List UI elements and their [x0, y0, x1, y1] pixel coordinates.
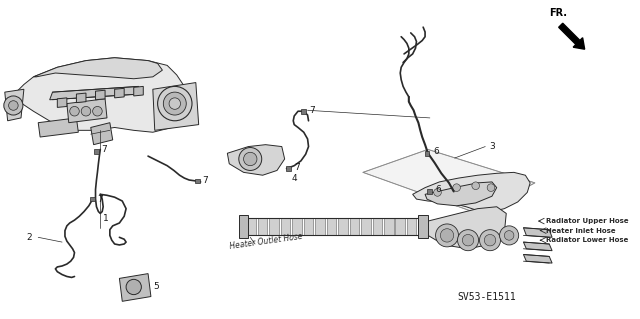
Circle shape: [163, 92, 186, 115]
Polygon shape: [425, 182, 497, 206]
Circle shape: [436, 224, 458, 247]
Polygon shape: [281, 218, 291, 235]
Polygon shape: [4, 89, 24, 121]
Circle shape: [500, 226, 518, 245]
Polygon shape: [413, 172, 530, 211]
Bar: [94, 149, 99, 154]
Circle shape: [8, 101, 18, 110]
Bar: [90, 197, 95, 202]
Polygon shape: [76, 93, 86, 103]
Polygon shape: [120, 274, 151, 301]
Text: Heater Inlet Hose: Heater Inlet Hose: [547, 228, 616, 234]
Bar: [428, 189, 432, 194]
Circle shape: [126, 279, 141, 295]
Bar: [424, 151, 429, 156]
Polygon shape: [420, 207, 506, 249]
Circle shape: [472, 182, 479, 189]
Polygon shape: [304, 218, 314, 235]
Polygon shape: [239, 215, 248, 238]
Circle shape: [157, 86, 192, 121]
Bar: [195, 179, 200, 183]
Text: SV53-E1511: SV53-E1511: [458, 293, 516, 302]
Polygon shape: [67, 99, 107, 123]
Circle shape: [70, 107, 79, 116]
Polygon shape: [292, 218, 302, 235]
Circle shape: [169, 98, 180, 109]
Circle shape: [487, 184, 495, 191]
Text: 7: 7: [310, 106, 316, 115]
Circle shape: [4, 96, 23, 115]
Bar: [301, 109, 306, 114]
Text: 6: 6: [436, 185, 442, 194]
Text: 7: 7: [294, 163, 300, 172]
Polygon shape: [58, 98, 67, 108]
Circle shape: [452, 184, 460, 191]
Text: Radiator Lower Hose: Radiator Lower Hose: [547, 237, 628, 243]
Text: 5: 5: [153, 283, 159, 292]
Polygon shape: [246, 218, 256, 235]
Text: 4: 4: [291, 174, 297, 182]
Circle shape: [81, 107, 91, 116]
Polygon shape: [524, 255, 552, 263]
Polygon shape: [12, 58, 191, 132]
Polygon shape: [419, 218, 428, 235]
Polygon shape: [258, 218, 268, 235]
Polygon shape: [91, 123, 113, 145]
Circle shape: [479, 230, 500, 251]
Polygon shape: [363, 149, 535, 213]
Polygon shape: [384, 218, 394, 235]
Bar: [286, 166, 291, 171]
Circle shape: [440, 229, 454, 242]
FancyArrow shape: [559, 23, 585, 49]
Text: FR.: FR.: [549, 8, 567, 18]
Polygon shape: [349, 218, 359, 235]
Polygon shape: [50, 86, 141, 100]
Circle shape: [244, 152, 257, 166]
Polygon shape: [134, 86, 143, 96]
Polygon shape: [153, 83, 198, 130]
Text: 7: 7: [202, 175, 208, 184]
Polygon shape: [361, 218, 371, 235]
Text: 1: 1: [103, 214, 109, 223]
Polygon shape: [407, 218, 417, 235]
Polygon shape: [372, 218, 382, 235]
Text: 7: 7: [97, 195, 103, 204]
Circle shape: [239, 147, 262, 170]
Text: 2: 2: [27, 233, 33, 242]
Polygon shape: [396, 218, 405, 235]
Polygon shape: [33, 58, 163, 79]
Polygon shape: [326, 218, 336, 235]
Polygon shape: [338, 218, 348, 235]
Text: Heater Outlet Hose: Heater Outlet Hose: [229, 232, 303, 251]
Circle shape: [93, 107, 102, 116]
Polygon shape: [524, 242, 552, 251]
Polygon shape: [38, 118, 78, 137]
Polygon shape: [269, 218, 279, 235]
Circle shape: [458, 230, 479, 251]
Polygon shape: [115, 88, 124, 98]
Polygon shape: [524, 228, 552, 237]
Circle shape: [484, 234, 496, 246]
Circle shape: [504, 231, 514, 240]
Text: 6: 6: [434, 147, 440, 156]
Circle shape: [434, 189, 442, 196]
Polygon shape: [95, 90, 105, 100]
Text: Radiator Upper Hose: Radiator Upper Hose: [547, 218, 629, 224]
Polygon shape: [316, 218, 324, 235]
Polygon shape: [419, 215, 428, 238]
Polygon shape: [227, 145, 285, 175]
Circle shape: [462, 234, 474, 246]
Text: 7: 7: [101, 145, 107, 154]
Text: 3: 3: [489, 142, 495, 151]
